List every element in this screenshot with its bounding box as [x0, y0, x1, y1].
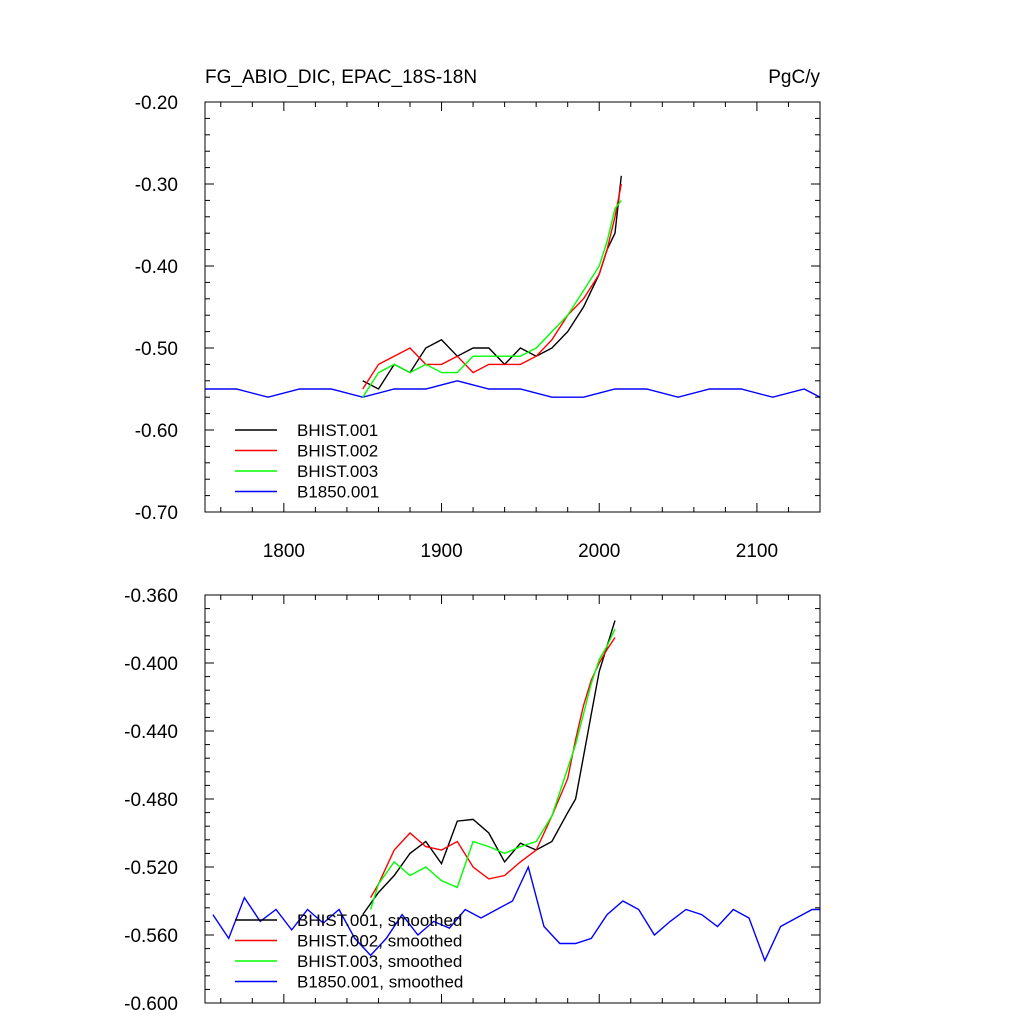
series-lines: [205, 175, 820, 398]
legend-entry: BHIST.002, smoothed: [297, 932, 462, 951]
y-tick-label: -0.70: [135, 503, 178, 524]
x-tick-label: 2100: [736, 541, 778, 562]
y-tick-label: -0.360: [124, 586, 178, 607]
chart-title: FG_ABIO_DIC, EPAC_18S-18N: [205, 67, 477, 88]
series-line-1: [362, 183, 622, 390]
series-line-3: [212, 864, 820, 963]
y-tick-label: -0.440: [124, 722, 178, 743]
y-tick-label: -0.50: [135, 339, 178, 360]
bottom-panel: -0.600 -0.560 -0.520 -0.480 -0.440 -0.400 -0.3…: [124, 586, 821, 1015]
y-tick-label: -0.480: [124, 790, 178, 811]
series-line-0: [362, 620, 616, 916]
series-line-3: [205, 380, 820, 398]
x-tick-label: 2000: [578, 541, 620, 562]
legend-entry: BHIST.003: [297, 462, 378, 481]
y-tick-label: -0.560: [124, 926, 178, 947]
x-tick-label: 1800: [263, 541, 305, 562]
legend-entry: B1850.001, smoothed: [297, 973, 463, 992]
legend-entry: B1850.001: [297, 483, 379, 502]
top-panel: -0.70 -0.60 -0.50 -0.40 -0.30 -0.20 1800 1900 20…: [135, 67, 821, 562]
legend-entry: BHIST.002: [297, 442, 378, 461]
series-lines: [212, 620, 820, 963]
series-line-2: [369, 628, 616, 910]
y-tick-label: -0.520: [124, 858, 178, 879]
x-tick-label: 1900: [420, 541, 462, 562]
plot-frame: [204, 101, 821, 513]
series-line-1: [369, 637, 616, 898]
y-tick-label: -0.60: [135, 421, 178, 442]
series-line-2: [362, 199, 622, 398]
legend-entry: BHIST.003, smoothed: [297, 952, 462, 971]
y-tick-label: -0.600: [124, 994, 178, 1015]
series-line-0: [362, 175, 622, 390]
y-tick-label: -0.20: [135, 93, 178, 114]
y-tick-label: -0.400: [124, 654, 178, 675]
legend-entry: BHIST.001: [297, 421, 378, 440]
legend-entry: BHIST.001, smoothed: [297, 911, 462, 930]
y-tick-label: -0.30: [135, 175, 178, 196]
y-tick-label: -0.40: [135, 257, 178, 278]
units-label: PgC/y: [768, 67, 820, 88]
